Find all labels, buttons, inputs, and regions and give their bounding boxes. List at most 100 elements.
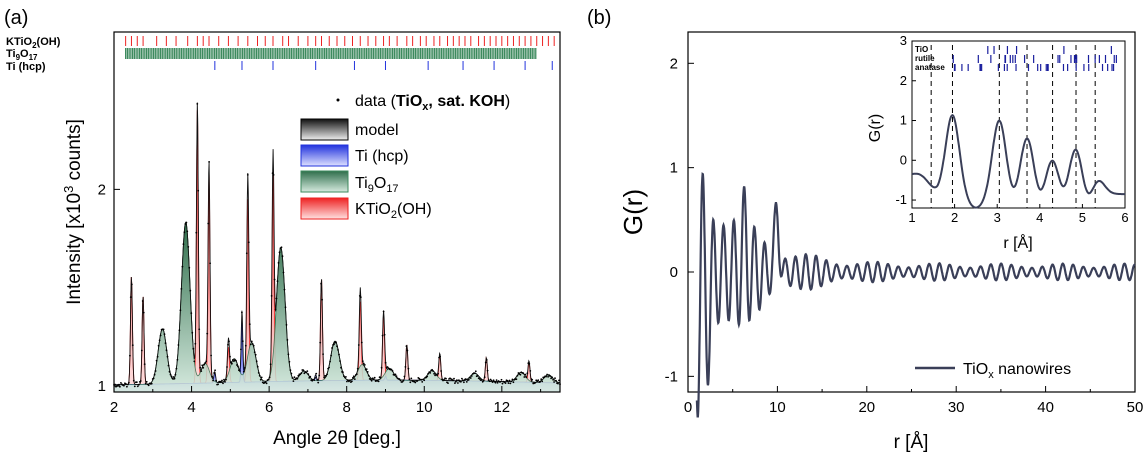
a-data-point <box>416 380 419 382</box>
b-x-tick-label: 50 <box>1127 399 1144 416</box>
a-data-point <box>127 383 129 386</box>
a-data-point <box>152 377 155 380</box>
a-data-point <box>118 383 120 386</box>
a-data-point <box>260 376 263 379</box>
a-data-point <box>537 379 540 382</box>
a-data-point <box>356 367 359 370</box>
a-data-point <box>506 379 509 382</box>
a-data-point <box>522 372 525 375</box>
a-data-point <box>382 310 385 313</box>
a-data-point <box>179 309 182 312</box>
a-data-point <box>256 365 259 368</box>
a-legend-label-ktio2: KTiO2(OH) <box>355 201 432 221</box>
a-data-point <box>325 374 327 377</box>
a-data-point <box>129 354 131 357</box>
a-data-point <box>272 174 275 176</box>
a-data-point <box>539 380 542 383</box>
a-phase-label-ti: Ti (hcp) <box>6 61 46 73</box>
a-data-point <box>209 262 212 265</box>
b-inset-background <box>911 40 1126 209</box>
a-data-point <box>314 377 317 379</box>
b-inset-x-axis-label: r [Å] <box>1003 233 1032 252</box>
a-data-point <box>554 377 556 380</box>
b-inset-phase-ticks <box>952 46 1117 71</box>
a-data-point <box>485 359 488 361</box>
a-data-point <box>230 361 232 363</box>
a-data-point <box>547 375 549 378</box>
a-data-point <box>454 382 456 384</box>
a-data-point <box>236 364 238 366</box>
a-data-point <box>290 372 293 375</box>
a-data-point <box>297 374 300 377</box>
a-data-point <box>156 355 159 358</box>
b-inset-x-tick-label: 5 <box>1079 210 1086 225</box>
b-inset-y-tick-label: 3 <box>900 33 907 48</box>
a-data-point <box>226 366 228 368</box>
a-data-point <box>270 295 273 297</box>
a-data-point <box>462 379 464 382</box>
b-inset-chart: 1 2 3 4 5 6 -1 0 1 2 3 TiO rutile anatase G(r) r [… <box>867 33 1129 252</box>
a-data-point <box>367 374 370 377</box>
a-data-point <box>361 360 364 363</box>
a-data-point <box>524 373 527 376</box>
a-data-point <box>357 344 360 346</box>
a-data-point <box>120 382 122 384</box>
b-series-line-tiox-nanowires <box>695 172 1136 418</box>
a-data-point <box>470 375 473 377</box>
a-data-point <box>162 328 165 331</box>
a-data-point <box>193 360 196 363</box>
a-data-point <box>142 311 145 314</box>
a-data-point <box>403 375 406 378</box>
a-data-point <box>447 382 449 384</box>
a-data-point <box>474 370 477 373</box>
a-data-point <box>362 362 365 365</box>
a-data-point <box>171 377 174 380</box>
a-data-point <box>401 381 404 383</box>
a-data-point <box>318 374 321 377</box>
b-y-axis-label: G(r) <box>618 189 648 235</box>
a-data-point <box>492 379 495 382</box>
a-data-point <box>182 243 185 246</box>
a-data-point <box>398 378 401 380</box>
a-data-point <box>287 353 290 356</box>
a-data-point <box>431 368 433 371</box>
a-data-point <box>432 370 434 372</box>
a-data-point <box>292 380 295 382</box>
b-inset-y-axis-label: G(r) <box>867 114 884 142</box>
a-data-point <box>254 353 257 356</box>
a-data-point <box>244 344 247 347</box>
b-x-tick-label: 10 <box>769 399 786 416</box>
a-data-point <box>190 312 193 314</box>
a-data-point <box>399 379 402 382</box>
a-data-point <box>273 278 276 281</box>
a-data-point <box>242 370 245 373</box>
a-data-point <box>363 364 366 366</box>
a-data-point <box>383 333 386 336</box>
b-x-tick-label: 0 <box>684 399 692 416</box>
a-data-point <box>268 376 271 379</box>
a-data-point <box>264 381 267 384</box>
a-data-point <box>140 349 143 352</box>
b-inset-y-tick-label: 0 <box>900 152 907 167</box>
a-data-point <box>445 377 447 380</box>
a-data-point <box>221 379 223 382</box>
a-data-point <box>349 379 351 382</box>
a-data-point <box>322 353 324 355</box>
a-data-point <box>267 378 270 381</box>
a-data-point <box>504 382 507 384</box>
b-y-tick-label: -1 <box>665 368 678 385</box>
a-data-point <box>125 383 127 385</box>
a-data-point <box>235 359 237 362</box>
a-data-point <box>159 334 162 337</box>
a-data-point <box>407 367 410 370</box>
a-data-point <box>405 345 408 347</box>
a-data-point <box>186 230 189 233</box>
a-data-point <box>192 347 195 350</box>
a-data-point <box>528 363 531 365</box>
a-data-point <box>456 379 458 382</box>
a-x-tick-label: 12 <box>493 399 510 416</box>
a-data-point <box>352 375 355 378</box>
a-data-point <box>224 381 226 383</box>
